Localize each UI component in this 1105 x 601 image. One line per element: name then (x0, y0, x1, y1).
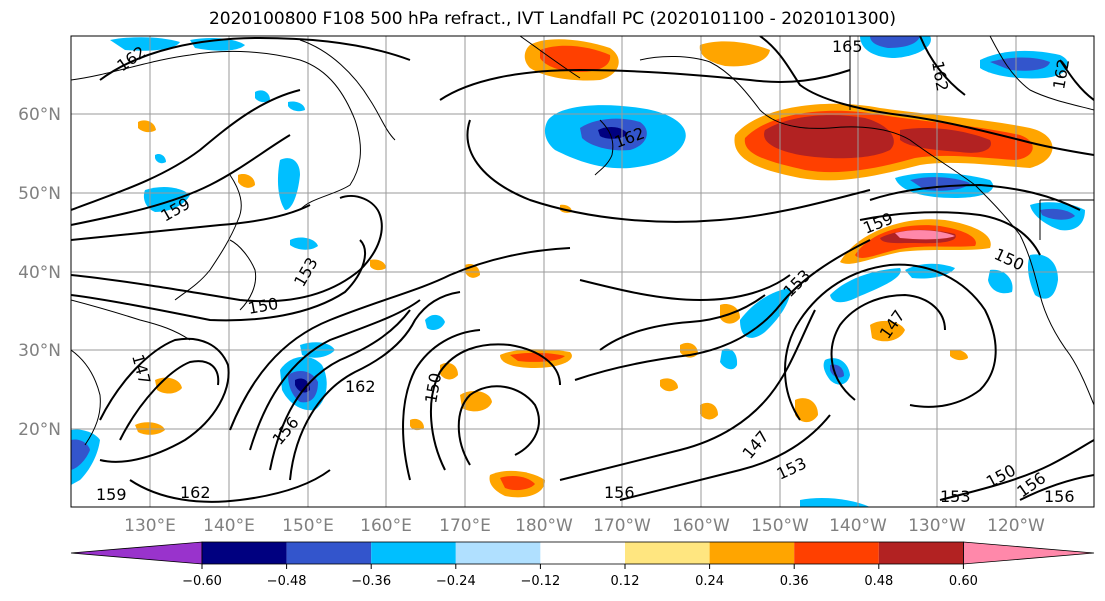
colorbar-tick-label: 0.48 (864, 574, 893, 589)
alaska-positive-anomaly (734, 103, 1053, 181)
lon-label: 120°W (987, 516, 1045, 536)
lat-label-30n: 30°N (18, 341, 61, 361)
colorbar-ticks (201, 564, 964, 569)
colorbar-tick-label: 0.24 (695, 574, 724, 589)
colorbar-swatch (286, 542, 372, 564)
lat-label-20n: 20°N (18, 420, 61, 440)
colorbar-tick-label: −0.12 (520, 574, 560, 589)
contour-label: 159 (96, 485, 127, 504)
lon-label: 170°W (593, 516, 651, 536)
coastlines (71, 36, 1094, 446)
lon-label: 140°W (829, 516, 887, 536)
contour-label: 162 (180, 483, 211, 502)
latitude-labels: 60°N 50°N 40°N 30°N 20°N (18, 105, 61, 440)
colorbar-tick-label: 0.12 (611, 574, 640, 589)
lon-label: 170°E (439, 516, 491, 536)
lon-label: 160°E (360, 516, 412, 536)
lat-label-50n: 50°N (18, 184, 61, 204)
contour-lines (71, 36, 1094, 503)
map-frame (70, 35, 1095, 508)
colorbar-swatch (794, 542, 879, 564)
lon-label: 130°E (124, 516, 176, 536)
contour-label: 156 (604, 483, 635, 502)
colorbar-tick-label: −0.60 (182, 574, 222, 589)
lat-label-60n: 60°N (18, 105, 61, 125)
colorbar-extend-low (70, 541, 203, 565)
lon-label: 180°W (515, 516, 573, 536)
colorbar-swatch (371, 542, 456, 564)
contour-label: 162 (345, 377, 376, 396)
colorbar-tick-label: −0.24 (436, 574, 476, 589)
kamchatka-negative-anomaly (544, 105, 686, 169)
lat-label-40n: 40°N (18, 263, 61, 283)
map-plot-area: 162 165 162 162 159 162 159 150 153 150 … (71, 36, 1094, 507)
colorbar-tick-label: −0.36 (351, 574, 391, 589)
colorbar-swatch (540, 542, 625, 564)
colorbar: −0.60 −0.48 −0.36 −0.24 −0.12 0.12 0.24 … (70, 541, 1095, 589)
lon-label: 130°W (908, 516, 966, 536)
longitude-labels: 130°E 140°E 150°E 160°E 170°E 180°W 170°… (124, 516, 1045, 536)
colorbar-tick-label: 0.36 (780, 574, 809, 589)
colorbar-swatch (202, 542, 287, 564)
lon-label: 150°E (282, 516, 334, 536)
lon-label: 140°E (203, 516, 255, 536)
colorbar-extend-high (963, 541, 1095, 565)
colorbar-swatch (878, 542, 964, 564)
contour-label: 156 (1044, 487, 1075, 506)
contour-label: 165 (832, 37, 863, 56)
colorbar-swatch (709, 542, 795, 564)
lon-label: 150°W (751, 516, 809, 536)
gridlines (71, 36, 1094, 507)
mid-pacific-negative (720, 263, 955, 385)
contour-label: 153 (940, 487, 971, 506)
map-title: 2020100800 F108 500 hPa refract., IVT La… (208, 9, 896, 29)
colorbar-swatch (455, 542, 541, 564)
colorbar-tick-label: −0.48 (267, 574, 307, 589)
lon-label: 160°W (672, 516, 730, 536)
band-42n-positive (840, 219, 991, 264)
colorbar-swatch (625, 542, 710, 564)
subtropical-positive (135, 120, 968, 498)
colorbar-tick-label: 0.60 (949, 574, 978, 589)
